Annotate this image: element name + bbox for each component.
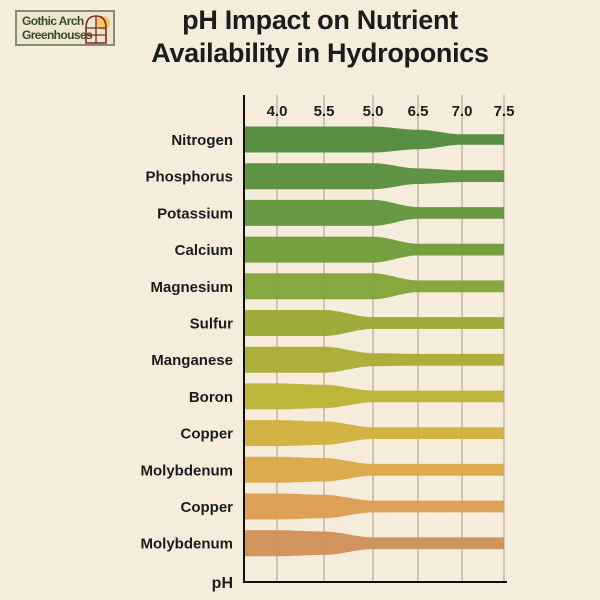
- nutrient-band-sulfur: [244, 310, 504, 336]
- nutrient-label: Copper: [181, 499, 234, 516]
- nutrient-label: Boron: [189, 389, 233, 406]
- nutrient-band-copper: [244, 420, 504, 447]
- nutrient-band-manganese: [244, 346, 504, 373]
- logo-line1: Gothic Arch: [22, 14, 84, 28]
- nutrient-band-boron: [244, 383, 504, 410]
- nutrient-label: Nitrogen: [171, 132, 233, 149]
- nutrient-label: Calcium: [175, 242, 233, 259]
- title-line2: Availability in Hydroponics: [151, 38, 489, 68]
- nutrient-band-potassium: [244, 199, 504, 226]
- nutrient-band-copper: [244, 493, 504, 520]
- nutrient-band-molybdenum: [244, 530, 504, 557]
- nutrient-band-molybdenum: [244, 456, 504, 483]
- x-tick-label: 5.0: [363, 103, 384, 120]
- nutrient-label: Sulfur: [190, 316, 233, 333]
- logo-line2: Greenhouses: [22, 28, 93, 42]
- nutrient-band-nitrogen: [244, 126, 504, 153]
- chart-title: pH Impact on Nutrient Availability in Hy…: [130, 4, 510, 70]
- nutrient-band-phosphorus: [244, 163, 504, 190]
- nutrient-label: Copper: [181, 426, 234, 443]
- x-tick-label: 7.0: [452, 103, 473, 120]
- greenhouse-arch-icon: [85, 15, 110, 44]
- x-tick-label: 4.0: [267, 103, 288, 120]
- title-line1: pH Impact on Nutrient: [182, 5, 458, 35]
- nutrient-label: Molybdenum: [141, 536, 234, 553]
- nutrient-band-calcium: [244, 236, 504, 263]
- x-tick-label: 5.5: [314, 103, 335, 120]
- nutrient-band-magnesium: [244, 273, 504, 300]
- x-tick-label: 7.5: [494, 103, 515, 120]
- nutrient-label: Molybdenum: [141, 462, 234, 479]
- x-axis-label: pH: [212, 575, 233, 592]
- nutrient-label: Magnesium: [150, 279, 233, 296]
- logo: Gothic Arch Greenhouses: [15, 10, 115, 46]
- nutrient-label: Manganese: [151, 352, 233, 369]
- nutrient-label: Phosphorus: [145, 169, 233, 186]
- nutrient-label: Potassium: [157, 205, 233, 222]
- x-tick-label: 6.5: [408, 103, 429, 120]
